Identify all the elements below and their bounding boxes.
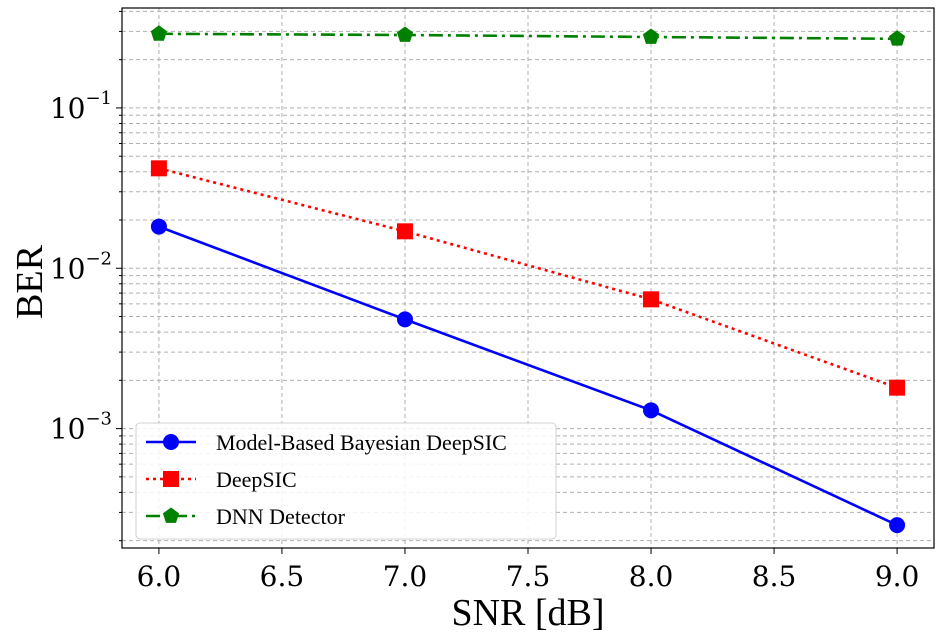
x-tick-label: 6.5 bbox=[260, 560, 305, 593]
x-tick-label: 9.0 bbox=[875, 560, 920, 593]
legend-entry: DeepSIC bbox=[146, 467, 297, 492]
x-axis-ticks: 6.0 6.5 7.0 7.5 8.0 8.5 9.0 bbox=[137, 548, 920, 593]
series-line bbox=[158, 167, 898, 389]
legend-marker bbox=[162, 507, 180, 523]
legend-entry: Model-Based Bayesian DeepSIC bbox=[146, 430, 507, 455]
legend-entry: DNN Detector bbox=[146, 504, 346, 529]
x-tick-label: 8.0 bbox=[629, 560, 674, 593]
series-3 bbox=[150, 25, 906, 46]
data-point bbox=[396, 26, 414, 42]
data-point bbox=[889, 30, 906, 46]
data-point bbox=[889, 379, 906, 396]
data-point bbox=[396, 311, 413, 328]
series-layer bbox=[150, 25, 906, 534]
series-2 bbox=[150, 160, 906, 396]
legend-marker bbox=[163, 471, 179, 487]
data-point bbox=[889, 517, 906, 534]
y-tick-label: 10−1 bbox=[50, 88, 112, 125]
x-tick-label: 6.0 bbox=[137, 560, 182, 593]
data-point bbox=[396, 223, 413, 240]
data-point bbox=[643, 291, 660, 308]
series-1 bbox=[150, 218, 906, 534]
y-tick-label: 10−3 bbox=[50, 409, 112, 446]
x-axis-title: SNR [dB] bbox=[451, 592, 604, 634]
x-tick-label: 8.5 bbox=[752, 560, 797, 593]
series-line bbox=[158, 32, 898, 41]
x-tick-label: 7.5 bbox=[506, 560, 551, 593]
legend-marker bbox=[163, 434, 179, 450]
legend-label: DNN Detector bbox=[216, 504, 346, 529]
grid bbox=[122, 8, 934, 548]
data-point bbox=[150, 160, 167, 177]
data-point bbox=[150, 218, 167, 235]
legend: Model-Based Bayesian DeepSIC DeepSIC DNN D… bbox=[135, 422, 557, 540]
y-axis-ticks: 10−1 10−2 10−3 bbox=[50, 10, 122, 542]
x-tick-label: 7.0 bbox=[383, 560, 428, 593]
y-tick-label: 10−2 bbox=[50, 248, 112, 285]
data-point bbox=[642, 28, 660, 44]
legend-label: DeepSIC bbox=[216, 467, 297, 492]
series-line bbox=[158, 225, 898, 527]
data-point bbox=[150, 25, 167, 41]
data-point bbox=[643, 402, 660, 419]
legend-box bbox=[135, 422, 557, 540]
legend-label: Model-Based Bayesian DeepSIC bbox=[216, 430, 507, 455]
y-axis-title: BER bbox=[9, 244, 51, 319]
